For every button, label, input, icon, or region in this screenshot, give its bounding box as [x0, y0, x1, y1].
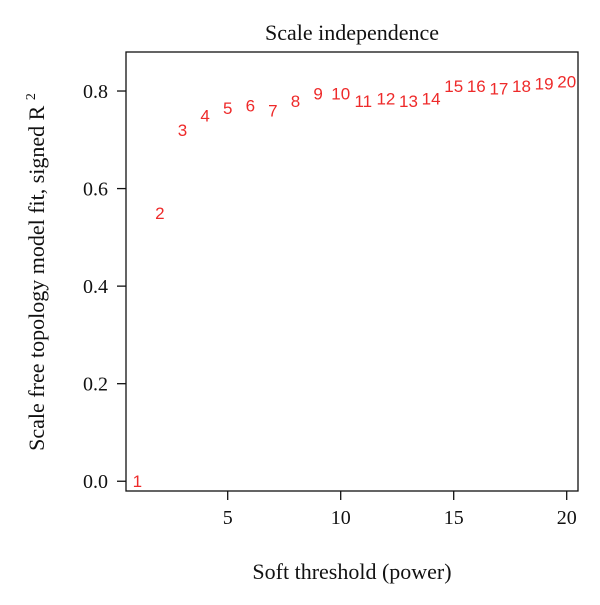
y-tick-label: 0.4: [83, 276, 108, 298]
data-point-label: 20: [557, 72, 576, 91]
data-point-label: 16: [467, 77, 486, 96]
data-point-label: 1: [133, 472, 142, 491]
x-tick-label: 15: [444, 507, 464, 529]
data-point-label: 6: [246, 97, 255, 116]
data-point-label: 4: [200, 106, 209, 125]
data-point-label: 13: [399, 92, 418, 111]
data-point-label: 14: [422, 89, 441, 108]
data-point-label: 17: [489, 80, 508, 99]
data-point-label: 12: [376, 89, 395, 108]
y-tick-label: 0.0: [83, 471, 108, 493]
y-axis-label: Scale free topology model fit, signed R …: [24, 93, 49, 451]
data-point-label: 8: [291, 92, 300, 111]
data-point-label: 18: [512, 77, 531, 96]
data-point-label: 11: [354, 92, 372, 111]
y-tick-label: 0.2: [83, 374, 108, 396]
x-tick-label: 5: [223, 507, 233, 529]
data-point-label: 2: [155, 204, 164, 223]
data-point-label: 5: [223, 99, 232, 118]
y-tick-label: 0.6: [83, 179, 108, 201]
data-point-label: 7: [268, 102, 277, 121]
data-point-label: 19: [535, 75, 554, 94]
y-axis: 0.0 0.2 0.4 0.6 0.8: [83, 81, 126, 493]
x-axis: 5 10 15 20: [223, 491, 577, 529]
x-axis-label: Soft threshold (power): [252, 559, 451, 584]
y-axis-label-superscript: 2: [24, 93, 39, 100]
y-axis-label-main: Scale free topology model fit, signed R: [24, 105, 49, 451]
data-point-label: 15: [444, 77, 463, 96]
data-point-label: 10: [331, 84, 350, 103]
y-tick-label: 0.8: [83, 81, 108, 103]
data-point-label: 3: [178, 121, 187, 140]
plot-frame: [125, 51, 579, 492]
chart-title: Scale independence: [265, 20, 439, 45]
x-tick-label: 20: [557, 507, 577, 529]
x-tick-label: 10: [331, 507, 351, 529]
data-point-label: 9: [313, 84, 322, 103]
